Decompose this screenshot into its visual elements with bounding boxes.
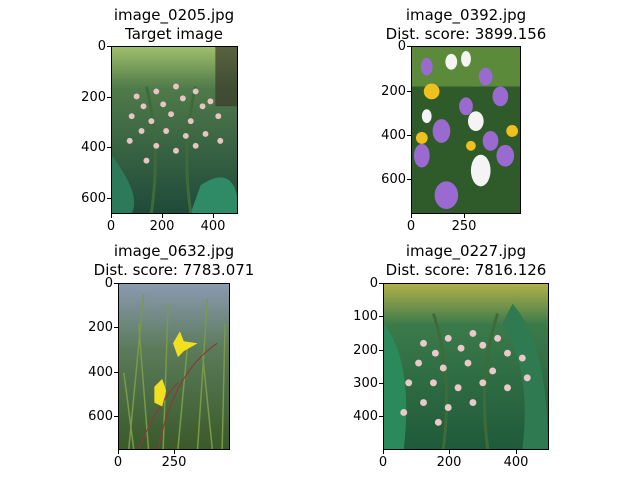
x-tick-mark [449, 450, 450, 454]
image-filename: image_0392.jpg [405, 6, 527, 24]
crocus-field-photo [411, 46, 521, 214]
panel-title: image_0205.jpg Target image [114, 6, 234, 44]
y-tick-label: 600 [381, 172, 406, 187]
y-tick-mark [407, 135, 411, 136]
image-filename: image_0227.jpg [405, 242, 527, 260]
y-tick-label: 600 [88, 409, 113, 424]
y-tick-label: 200 [88, 320, 113, 335]
y-tick-mark [379, 383, 383, 384]
y-tick-label: 600 [81, 191, 106, 206]
image-caption: Target image [125, 25, 223, 43]
y-tick-mark [379, 316, 383, 317]
y-tick-mark [407, 91, 411, 92]
y-tick-mark [107, 147, 111, 148]
x-tick-label: 250 [451, 219, 477, 234]
y-tick-mark [107, 46, 111, 47]
y-tick-mark [407, 179, 411, 180]
y-tick-mark [114, 372, 118, 373]
y-tick-mark [107, 198, 111, 199]
y-tick-label: 200 [353, 343, 378, 358]
y-tick-label: 400 [353, 409, 378, 424]
x-tick-label: 250 [161, 455, 187, 470]
image-filename: image_0205.jpg [113, 6, 235, 24]
x-tick-mark [111, 214, 112, 218]
image-caption: Dist. score: 7783.071 [93, 261, 255, 279]
yellow-wildflower-grass-photo [118, 283, 230, 450]
x-tick-mark [411, 214, 412, 218]
x-tick-label: 0 [406, 219, 416, 234]
x-tick-label: 400 [200, 219, 226, 234]
y-tick-mark [379, 350, 383, 351]
x-tick-label: 200 [436, 455, 462, 470]
y-tick-mark [114, 283, 118, 284]
x-tick-mark [464, 214, 465, 218]
y-tick-label: 400 [81, 140, 106, 155]
y-tick-label: 400 [88, 365, 113, 380]
y-tick-label: 0 [397, 39, 406, 54]
x-tick-label: 0 [113, 455, 123, 470]
y-tick-mark [407, 46, 411, 47]
x-tick-label: 0 [378, 455, 388, 470]
y-tick-label: 0 [97, 39, 106, 54]
image-caption: Dist. score: 7816.126 [385, 261, 547, 279]
y-tick-label: 400 [381, 128, 406, 143]
y-tick-mark [114, 327, 118, 328]
image-filename: image_0632.jpg [113, 242, 235, 260]
x-tick-label: 400 [503, 455, 529, 470]
x-tick-mark [162, 214, 163, 218]
y-tick-label: 200 [381, 84, 406, 99]
lily-of-the-valley-photo [383, 283, 549, 450]
y-tick-mark [379, 283, 383, 284]
panel-title: image_0632.jpg Dist. score: 7783.071 [94, 242, 255, 280]
y-tick-label: 0 [104, 276, 113, 291]
x-tick-mark [516, 450, 517, 454]
x-tick-mark [383, 450, 384, 454]
x-tick-mark [174, 450, 175, 454]
lily-of-the-valley-photo [111, 46, 238, 214]
y-tick-label: 100 [353, 309, 378, 324]
y-tick-label: 200 [81, 90, 106, 105]
x-tick-mark [118, 450, 119, 454]
y-tick-mark [379, 416, 383, 417]
panel-title: image_0227.jpg Dist. score: 7816.126 [386, 242, 547, 280]
y-tick-label: 300 [353, 376, 378, 391]
x-tick-label: 200 [149, 219, 175, 234]
panel-title: image_0392.jpg Dist. score: 3899.156 [386, 6, 547, 44]
y-tick-mark [107, 97, 111, 98]
image-caption: Dist. score: 3899.156 [385, 25, 547, 43]
x-tick-label: 0 [106, 219, 116, 234]
x-tick-mark [213, 214, 214, 218]
y-tick-label: 0 [369, 276, 378, 291]
y-tick-mark [114, 416, 118, 417]
